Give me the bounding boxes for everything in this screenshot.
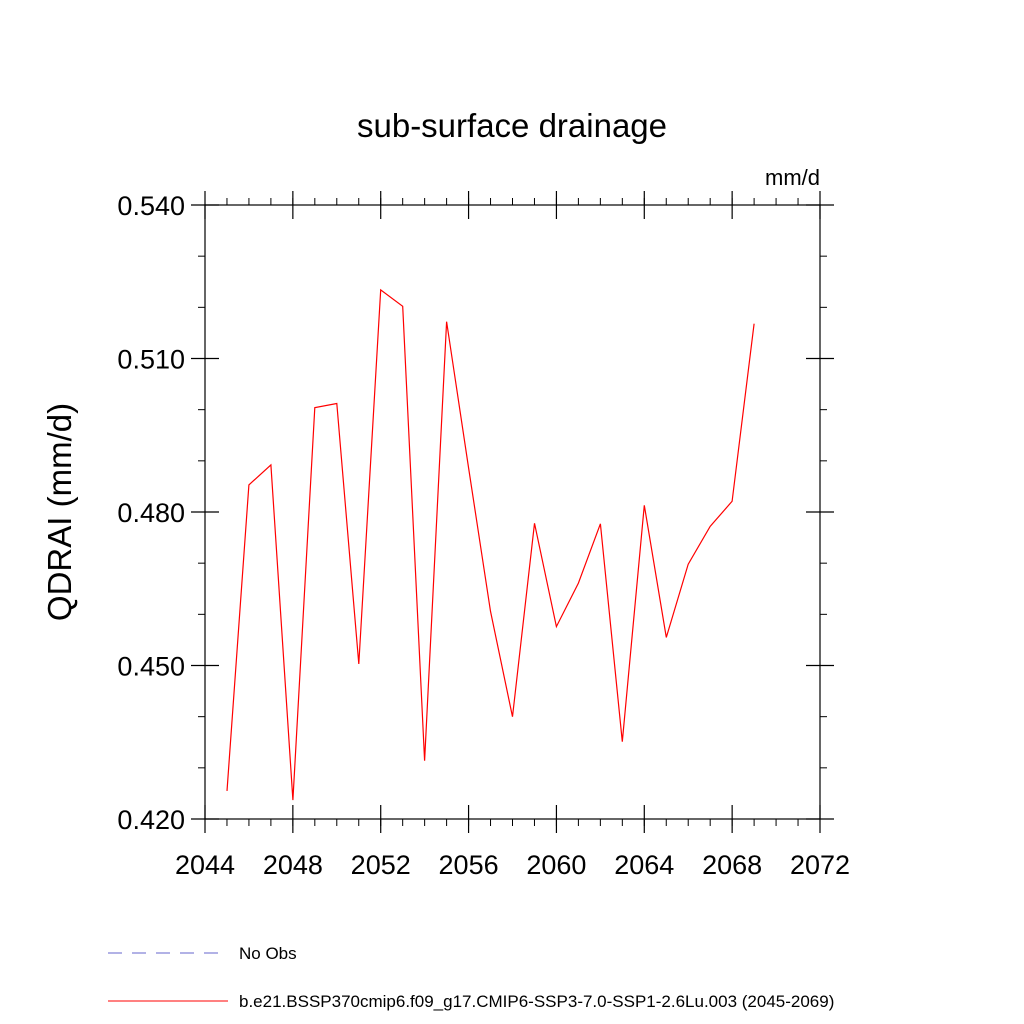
x-tick-label: 2056	[439, 850, 499, 880]
legend-label: b.e21.BSSP370cmip6.f09_g17.CMIP6-SSP3-7.…	[239, 992, 834, 1011]
y-axis-label: QDRAI (mm/d)	[41, 403, 78, 621]
x-tick-label: 2060	[526, 850, 586, 880]
legend: No Obs b.e21.BSSP370cmip6.f09_g17.CMIP6-S…	[108, 944, 834, 1011]
y-axis: 0.420 0.450 0.480 0.510 0.540	[117, 191, 834, 835]
series-line	[226, 288, 755, 801]
series-layer	[226, 288, 755, 801]
x-tick-label: 2068	[702, 850, 762, 880]
x-tick-label: 2072	[790, 850, 850, 880]
legend-label: No Obs	[239, 944, 297, 963]
units-label: mm/d	[765, 165, 820, 190]
y-tick-label: 0.420	[117, 805, 185, 835]
y-tick-label: 0.480	[117, 498, 185, 528]
y-tick-label: 0.540	[117, 191, 185, 221]
y-tick-label: 0.510	[117, 345, 185, 375]
x-axis: 2044 2048 2052 2056 2060 2064 2068 2072	[175, 191, 850, 880]
x-tick-label: 2044	[175, 850, 235, 880]
x-tick-label: 2048	[263, 850, 323, 880]
y-tick-label: 0.450	[117, 652, 185, 682]
x-tick-label: 2064	[614, 850, 674, 880]
x-tick-label: 2052	[351, 850, 411, 880]
chart-title: sub-surface drainage	[357, 107, 667, 144]
